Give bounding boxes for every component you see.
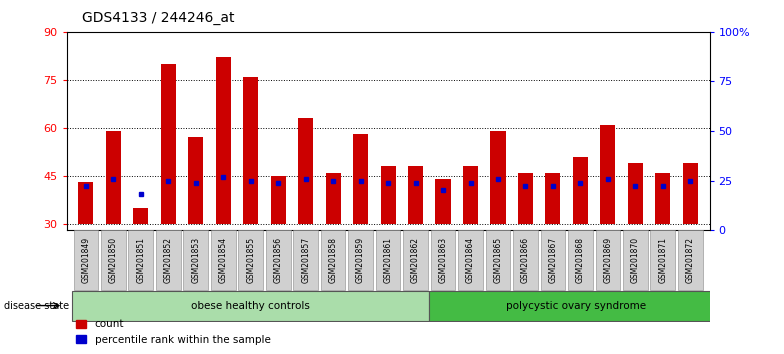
- Bar: [683, 163, 698, 224]
- Text: GSM201854: GSM201854: [219, 237, 227, 283]
- FancyBboxPatch shape: [376, 230, 401, 290]
- Text: GSM201850: GSM201850: [109, 237, 118, 283]
- FancyBboxPatch shape: [266, 230, 291, 290]
- Text: GSM201852: GSM201852: [164, 237, 172, 283]
- FancyBboxPatch shape: [651, 230, 675, 290]
- FancyBboxPatch shape: [183, 230, 208, 290]
- FancyBboxPatch shape: [540, 230, 565, 290]
- Bar: [161, 64, 176, 224]
- FancyBboxPatch shape: [156, 230, 180, 290]
- FancyBboxPatch shape: [458, 230, 483, 290]
- Bar: [408, 166, 423, 224]
- Bar: [106, 131, 121, 224]
- Bar: [188, 137, 203, 224]
- Text: GSM201861: GSM201861: [383, 237, 393, 283]
- Text: GSM201859: GSM201859: [356, 237, 365, 283]
- Legend: count, percentile rank within the sample: count, percentile rank within the sample: [72, 315, 275, 349]
- Text: GSM201862: GSM201862: [411, 237, 420, 283]
- Bar: [573, 156, 588, 224]
- Text: GSM201870: GSM201870: [631, 237, 640, 283]
- Text: GSM201851: GSM201851: [136, 237, 145, 283]
- Text: GSM201867: GSM201867: [549, 237, 557, 283]
- FancyBboxPatch shape: [321, 230, 346, 290]
- FancyBboxPatch shape: [430, 230, 456, 290]
- FancyBboxPatch shape: [596, 230, 620, 290]
- Bar: [518, 172, 533, 224]
- FancyBboxPatch shape: [293, 230, 318, 290]
- Text: obese healthy controls: obese healthy controls: [191, 301, 310, 310]
- FancyBboxPatch shape: [485, 230, 510, 290]
- FancyBboxPatch shape: [72, 291, 430, 321]
- Text: GSM201872: GSM201872: [686, 237, 695, 283]
- Bar: [216, 57, 230, 224]
- Text: GSM201855: GSM201855: [246, 237, 256, 283]
- FancyBboxPatch shape: [211, 230, 236, 290]
- Bar: [243, 76, 258, 224]
- Text: GSM201856: GSM201856: [274, 237, 283, 283]
- Text: GSM201849: GSM201849: [82, 237, 90, 283]
- Text: GSM201866: GSM201866: [521, 237, 530, 283]
- Bar: [601, 125, 615, 224]
- Bar: [546, 172, 561, 224]
- FancyBboxPatch shape: [403, 230, 428, 290]
- Bar: [133, 208, 148, 224]
- Text: GSM201868: GSM201868: [576, 237, 585, 283]
- Text: GSM201857: GSM201857: [301, 237, 310, 283]
- Bar: [628, 163, 643, 224]
- Bar: [655, 172, 670, 224]
- FancyBboxPatch shape: [568, 230, 593, 290]
- Text: GSM201871: GSM201871: [659, 237, 667, 283]
- Bar: [298, 118, 314, 224]
- Text: polycystic ovary syndrome: polycystic ovary syndrome: [506, 301, 646, 310]
- FancyBboxPatch shape: [348, 230, 373, 290]
- FancyBboxPatch shape: [129, 230, 153, 290]
- Bar: [435, 179, 451, 224]
- Text: GSM201864: GSM201864: [466, 237, 475, 283]
- Text: GSM201858: GSM201858: [328, 237, 338, 283]
- FancyBboxPatch shape: [430, 291, 724, 321]
- FancyBboxPatch shape: [238, 230, 263, 290]
- Text: disease state: disease state: [4, 301, 69, 311]
- Bar: [353, 134, 368, 224]
- Bar: [78, 182, 93, 224]
- Bar: [491, 131, 506, 224]
- Text: GSM201869: GSM201869: [604, 237, 612, 283]
- Bar: [380, 166, 396, 224]
- Bar: [325, 172, 341, 224]
- Text: GSM201853: GSM201853: [191, 237, 200, 283]
- Bar: [463, 166, 478, 224]
- Bar: [270, 176, 285, 224]
- Text: GSM201865: GSM201865: [493, 237, 503, 283]
- FancyBboxPatch shape: [513, 230, 538, 290]
- FancyBboxPatch shape: [623, 230, 648, 290]
- FancyBboxPatch shape: [74, 230, 98, 290]
- FancyBboxPatch shape: [101, 230, 125, 290]
- Text: GSM201863: GSM201863: [438, 237, 448, 283]
- FancyBboxPatch shape: [678, 230, 702, 290]
- Text: GDS4133 / 244246_at: GDS4133 / 244246_at: [82, 11, 235, 25]
